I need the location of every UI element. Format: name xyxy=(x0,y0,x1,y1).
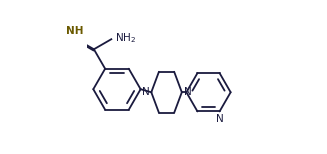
Text: N: N xyxy=(184,87,191,97)
Text: N: N xyxy=(142,87,149,97)
Text: N: N xyxy=(216,114,224,124)
Text: NH$_2$: NH$_2$ xyxy=(115,31,136,45)
Text: NH: NH xyxy=(66,26,83,36)
